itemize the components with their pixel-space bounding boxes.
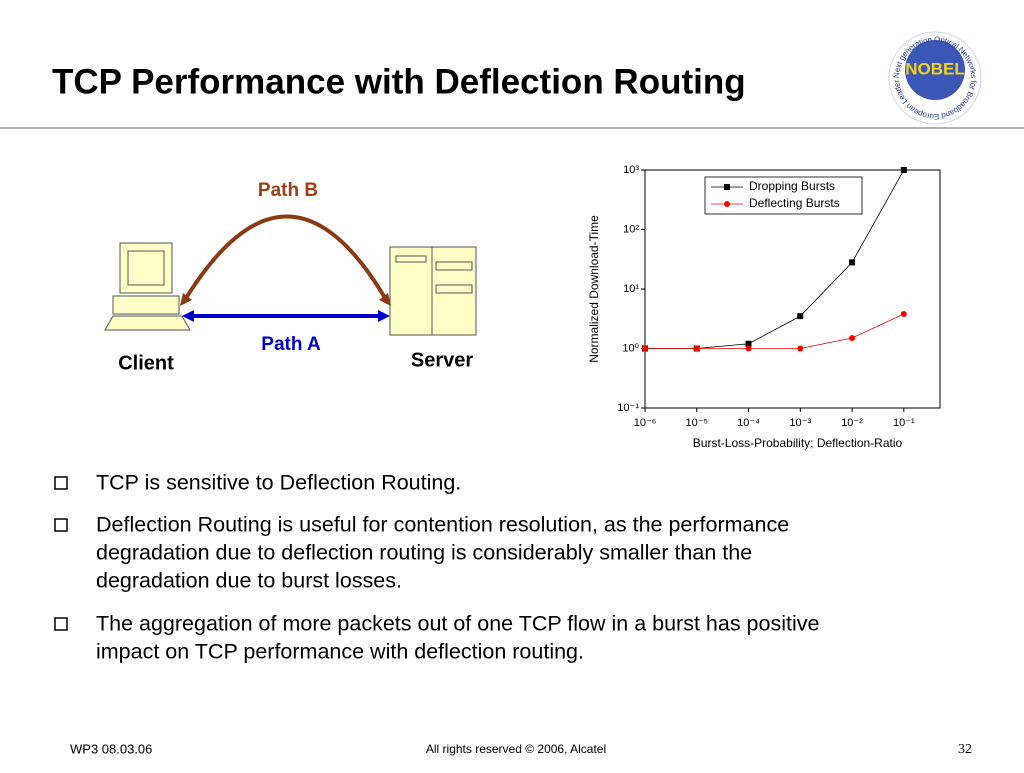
x-tick-label: 10⁻³: [789, 417, 811, 429]
page-number: 32: [958, 742, 972, 757]
path-b-arrow: [181, 214, 390, 305]
y-tick-label: 10¹: [623, 283, 639, 295]
bullet-text: TCP is sensitive to Deflection Routing.: [96, 471, 461, 495]
x-tick-label: 10⁻⁵: [685, 417, 708, 429]
data-point: [693, 345, 700, 352]
data-point: [849, 335, 856, 342]
arrow-head: [182, 310, 194, 322]
arrow-head: [378, 310, 390, 322]
legend-marker: [724, 201, 730, 207]
arrow-head: [180, 293, 192, 306]
logo-globe: [905, 40, 965, 100]
network-diagram: Path B Path A Client Server: [104, 180, 477, 374]
y-axis-label: Normalized Download-Time: [587, 215, 601, 363]
server-bay: [435, 284, 473, 294]
x-tick-label: 10⁻¹: [893, 417, 915, 429]
server-label: Server: [411, 349, 473, 371]
path-a-label: Path A: [261, 334, 321, 355]
footer-center: All rights reserved © 2006, Alcatel: [426, 742, 606, 756]
client-keyboard: [104, 315, 191, 331]
x-tick-label: 10⁻²: [841, 417, 863, 429]
legend-label: Dropping Bursts: [749, 179, 835, 193]
chart: 10⁻⁶ 10⁻⁵ 10⁻⁴ 10⁻³ 10⁻² 10⁻¹ 10⁻¹ 10⁰ 10¹ 10² 10³…: [587, 164, 941, 450]
bullet-text: degradation due to burst losses.: [96, 569, 402, 593]
x-tick-label: 10⁻⁶: [634, 417, 657, 429]
client-base: [112, 295, 180, 315]
legend-label: Deflecting Bursts: [749, 196, 840, 210]
data-point: [900, 311, 907, 318]
logo-text: NOBEL: [905, 59, 965, 78]
data-point: [900, 167, 907, 173]
bullet-list: TCP is sensitive to Deflection Routing. …: [54, 471, 819, 664]
server-drive: [395, 255, 427, 263]
data-point: [797, 313, 804, 320]
bullet-marker: [54, 518, 68, 532]
bullet-text: Deflection Routing is useful for content…: [96, 513, 789, 537]
x-tick-label: 10⁻⁴: [737, 417, 760, 429]
legend-marker: [724, 184, 730, 190]
server-box: [389, 246, 477, 336]
data-point: [797, 345, 804, 352]
y-tick-label: 10³: [623, 164, 639, 176]
client-screen: [127, 250, 165, 286]
data-point: [745, 340, 752, 347]
slide-title: TCP Performance with Deflection Routing: [52, 62, 746, 101]
x-axis-label: Burst-Loss-Probability; Deflection-Ratio: [693, 436, 903, 450]
bullet-text: The aggregation of more packets out of o…: [96, 612, 819, 636]
series-line: [645, 313, 904, 349]
bullet-text: impact on TCP performance with deflectio…: [96, 640, 584, 664]
data-point: [642, 345, 648, 352]
y-tick-label: 10⁰: [622, 342, 639, 354]
footer-left: WP3 08.03.06: [70, 741, 152, 756]
path-b-label: Path B: [258, 180, 318, 201]
bullet-marker: [54, 476, 68, 490]
logo-ring-path: Next generation Optical Networks for Bro…: [0, 0, 978, 121]
server-bay: [435, 261, 473, 271]
y-tick-label: 10²: [623, 223, 639, 235]
logo-ring-text: Next generation Optical Networks for Bro…: [0, 0, 978, 121]
data-point: [849, 259, 856, 266]
data-point: [745, 345, 752, 352]
arrow-head: [379, 293, 391, 306]
client-label: Client: [118, 352, 174, 374]
bullet-marker: [54, 617, 68, 631]
y-tick-label: 10⁻¹: [617, 402, 639, 414]
bullet-text: degradation due to deflection routing is…: [96, 541, 752, 565]
legend-box: [704, 176, 863, 215]
